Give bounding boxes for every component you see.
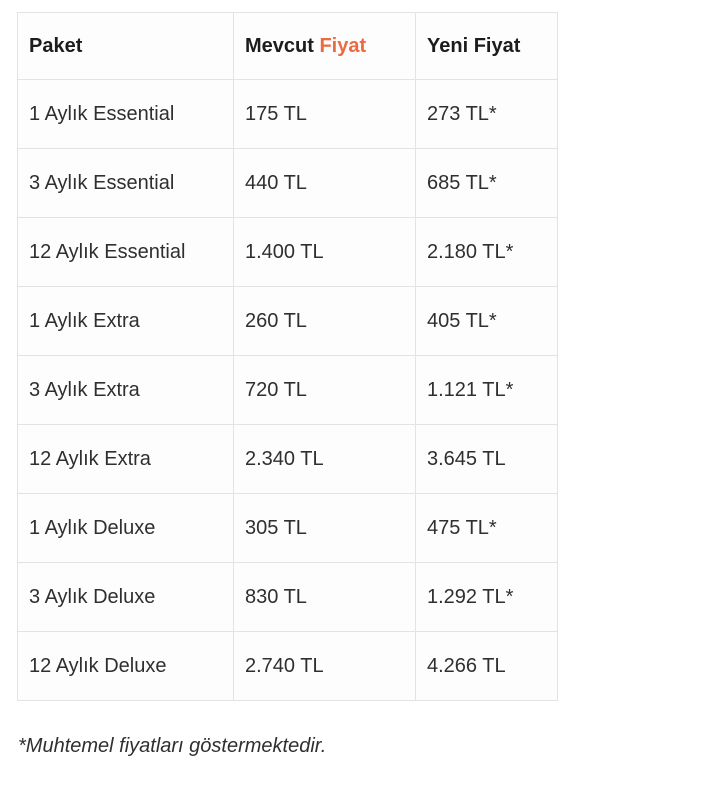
column-header-paket: Paket [17, 12, 234, 80]
table-row: 12 Aylık Extra 2.340 TL 3.645 TL [17, 424, 558, 494]
table-row: 12 Aylık Essential 1.400 TL 2.180 TL* [17, 217, 558, 287]
page-content: Paket Mevcut Fiyat Yeni Fiyat 1 Aylık Es… [17, 12, 558, 757]
package-name-cell: 3 Aylık Deluxe [17, 562, 234, 632]
current-price-cell: 440 TL [233, 148, 416, 218]
package-name-cell: 3 Aylık Essential [17, 148, 234, 218]
table-row: 1 Aylık Essential 175 TL 273 TL* [17, 79, 558, 149]
column-header-mevcut-prefix: Mevcut [245, 34, 314, 57]
table-row: 3 Aylık Essential 440 TL 685 TL* [17, 148, 558, 218]
new-price-cell: 1.292 TL* [415, 562, 558, 632]
current-price-cell: 1.400 TL [233, 217, 416, 287]
package-name-cell: 3 Aylık Extra [17, 355, 234, 425]
current-price-cell: 305 TL [233, 493, 416, 563]
current-price-cell: 830 TL [233, 562, 416, 632]
footnote: *Muhtemel fiyatları göstermektedir. [18, 735, 327, 757]
price-table: Paket Mevcut Fiyat Yeni Fiyat 1 Aylık Es… [17, 12, 558, 701]
column-header-fiyat-highlight: Fiyat [319, 34, 367, 57]
new-price-cell: 4.266 TL [415, 631, 558, 701]
package-name-cell: 1 Aylık Deluxe [17, 493, 234, 563]
table-header-row: Paket Mevcut Fiyat Yeni Fiyat [17, 12, 558, 80]
table-row: 3 Aylık Deluxe 830 TL 1.292 TL* [17, 562, 558, 632]
table-row: 1 Aylık Deluxe 305 TL 475 TL* [17, 493, 558, 563]
new-price-cell: 2.180 TL* [415, 217, 558, 287]
package-name-cell: 1 Aylık Essential [17, 79, 234, 149]
column-header-yeni-fiyat: Yeni Fiyat [415, 12, 558, 80]
current-price-cell: 2.340 TL [233, 424, 416, 494]
new-price-cell: 405 TL* [415, 286, 558, 356]
table-body: 1 Aylık Essential 175 TL 273 TL* 3 Aylık Es… [17, 79, 558, 701]
current-price-cell: 2.740 TL [233, 631, 416, 701]
new-price-cell: 1.121 TL* [415, 355, 558, 425]
package-name-cell: 12 Aylık Deluxe [17, 631, 234, 701]
table-row: 3 Aylık Extra 720 TL 1.121 TL* [17, 355, 558, 425]
column-header-mevcut-fiyat: Mevcut Fiyat [233, 12, 416, 80]
current-price-cell: 720 TL [233, 355, 416, 425]
package-name-cell: 1 Aylık Extra [17, 286, 234, 356]
package-name-cell: 12 Aylık Extra [17, 424, 234, 494]
new-price-cell: 273 TL* [415, 79, 558, 149]
table-row: 12 Aylık Deluxe 2.740 TL 4.266 TL [17, 631, 558, 701]
table-row: 1 Aylık Extra 260 TL 405 TL* [17, 286, 558, 356]
package-name-cell: 12 Aylık Essential [17, 217, 234, 287]
current-price-cell: 260 TL [233, 286, 416, 356]
new-price-cell: 475 TL* [415, 493, 558, 563]
new-price-cell: 3.645 TL [415, 424, 558, 494]
new-price-cell: 685 TL* [415, 148, 558, 218]
current-price-cell: 175 TL [233, 79, 416, 149]
